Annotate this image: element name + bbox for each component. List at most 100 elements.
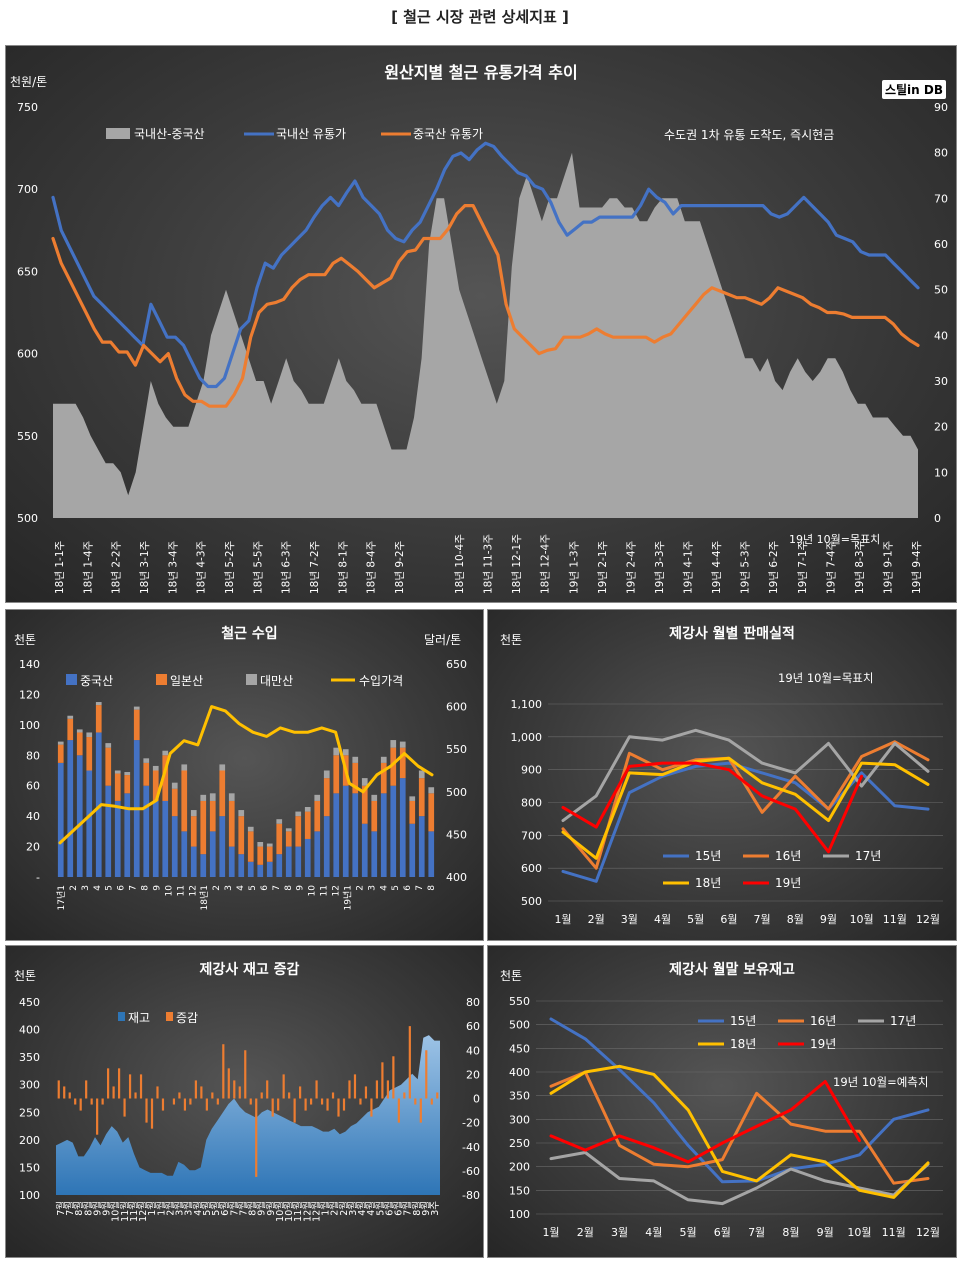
x-tick-label: 8월 (73, 1201, 85, 1216)
bar-change (260, 1092, 263, 1099)
x-tick-label: 2월 (329, 1201, 341, 1216)
line-series-18년 (561, 756, 930, 860)
bar-taiwan (342, 749, 349, 756)
y-tick: 450 (509, 1042, 530, 1055)
x-tick-label: 11월 (119, 1201, 131, 1222)
legend-label: 증감 (176, 1011, 198, 1025)
y-tick-right: 550 (446, 743, 467, 756)
bar-japan (200, 800, 207, 855)
bar-change (408, 1026, 411, 1099)
chart-panel-rebar-import: 철근 수입 천톤 달러/톤 -20 40 60 80 100 120 140 400 450 500 55… (5, 609, 484, 941)
x-tick-label: 8월 (411, 1201, 423, 1216)
y-tick-left: 60 (26, 780, 40, 793)
area-series-price-gap (53, 152, 918, 518)
chart-title: 철근 수입 (221, 626, 277, 642)
chart-panel-month-end-inventory: 제강사 월말 보유재고 천톤 100 150 200 250 300 350 400 450 500… (487, 945, 957, 1258)
x-tick-label: 5월 (374, 1201, 386, 1216)
y-axis-label-right: 달러/톤 (424, 633, 461, 647)
bar-japan (238, 816, 245, 855)
y-tick-right: -80 (462, 1189, 480, 1202)
y-tick-right: 80 (466, 996, 480, 1009)
x-tick-label: 11월 (292, 1201, 304, 1222)
bar-japan (428, 793, 435, 832)
y-tick: 700 (521, 829, 542, 842)
bar-change (436, 1092, 439, 1099)
bar-japan (333, 755, 340, 794)
x-tick-label: 18년 7-2주 (309, 540, 321, 594)
x-tick-label: 12월 (916, 913, 940, 926)
x-tick-label: 18년1 (199, 885, 210, 910)
x-tick-label: 1월 (146, 1201, 158, 1216)
y-tick-left: - (36, 871, 40, 884)
x-tick-label: 3주 (430, 1201, 441, 1216)
bar-taiwan (247, 826, 254, 832)
x-tick-label: 1월 (320, 1201, 332, 1216)
x-tick-label: 1월 (542, 1226, 559, 1239)
x-tick-label: 18년 5-2주 (224, 540, 236, 594)
x-tick-label: 6 (403, 885, 413, 891)
bar-taiwan (323, 770, 330, 779)
chart-title: 원산지별 철근 유통가격 추이 (384, 63, 577, 82)
bar-change (386, 1080, 389, 1099)
x-tick-label: 8 (427, 885, 437, 891)
bar-japan (361, 785, 368, 824)
x-tick-label: 3월 (611, 1226, 628, 1239)
y-tick-right: 50 (934, 284, 948, 297)
x-tick-label: 18년 5-5주 (252, 540, 264, 594)
bar-taiwan (200, 794, 207, 801)
x-tick-label: 7 (415, 885, 425, 891)
bar-taiwan (219, 764, 226, 771)
bar-change (359, 1098, 362, 1105)
x-tick-label: 18년 2-2주 (111, 540, 123, 594)
x-tick-label: 19년 3-3주 (654, 540, 666, 594)
x-tick-label: 3월 (621, 913, 638, 926)
bar-china (390, 785, 397, 877)
y-tick-right: -60 (462, 1165, 480, 1178)
x-tick-label: 18년 11-3주 (483, 534, 495, 594)
x-tick-label: 19년 2-4주 (625, 540, 637, 594)
bar-change (414, 1098, 417, 1105)
x-tick-label: 11월 (128, 1201, 140, 1222)
chart-annotation: 19년 10월=목표치 (778, 671, 873, 685)
y-tick-right: 90 (934, 101, 948, 114)
bar-japan (304, 811, 311, 839)
bar-japan (390, 747, 397, 786)
bar-change (320, 1098, 324, 1105)
bar-japan (181, 770, 188, 832)
x-tick-label: 10월 (274, 1201, 286, 1222)
bar-taiwan (114, 770, 121, 774)
x-tick-label: 19년1 (342, 885, 353, 910)
bar-japan (67, 718, 74, 741)
y-tick-right: -20 (462, 1117, 480, 1130)
bar-change (156, 1086, 159, 1099)
bar-china (418, 816, 425, 877)
y-tick-right: 0 (934, 512, 941, 525)
y-tick-left: 140 (19, 658, 40, 671)
y-tick-left: 80 (26, 749, 40, 762)
bar-change (299, 1086, 302, 1099)
x-tick-label: 3 (224, 885, 234, 891)
x-tick-label: 8월 (247, 1201, 259, 1216)
x-tick-label: 9월 (256, 1201, 268, 1216)
bar-taiwan (276, 819, 283, 824)
x-tick-label: 2 (69, 885, 79, 891)
y-tick-left: 750 (17, 101, 38, 114)
y-tick-left: 20 (26, 841, 40, 854)
bar-change (134, 1092, 137, 1099)
bar-taiwan (76, 729, 83, 733)
y-tick-left: 450 (19, 996, 40, 1009)
bar-taiwan (67, 715, 74, 719)
x-tick-label: 6월 (383, 1201, 395, 1216)
bar-taiwan (57, 741, 64, 745)
x-tick-label: 19년 4-1주 (683, 540, 695, 594)
chart-title: 제강사 월별 판매실적 (669, 625, 795, 642)
chart-panel-price-trend: 원산지별 철근 유통가격 추이 천원/톤 500 550 600 650 700 750 0 10… (5, 45, 957, 603)
x-tick-label: 18년 10-4주 (454, 534, 466, 594)
bar-china (86, 770, 93, 877)
y-axis-label-left: 천톤 (14, 632, 36, 647)
x-tick-label: 8 (284, 885, 294, 891)
bar-taiwan (95, 702, 102, 706)
x-tick-label: 5월 (210, 1201, 222, 1216)
x-tick-label: 5 (248, 885, 258, 891)
bar-change (326, 1098, 329, 1111)
